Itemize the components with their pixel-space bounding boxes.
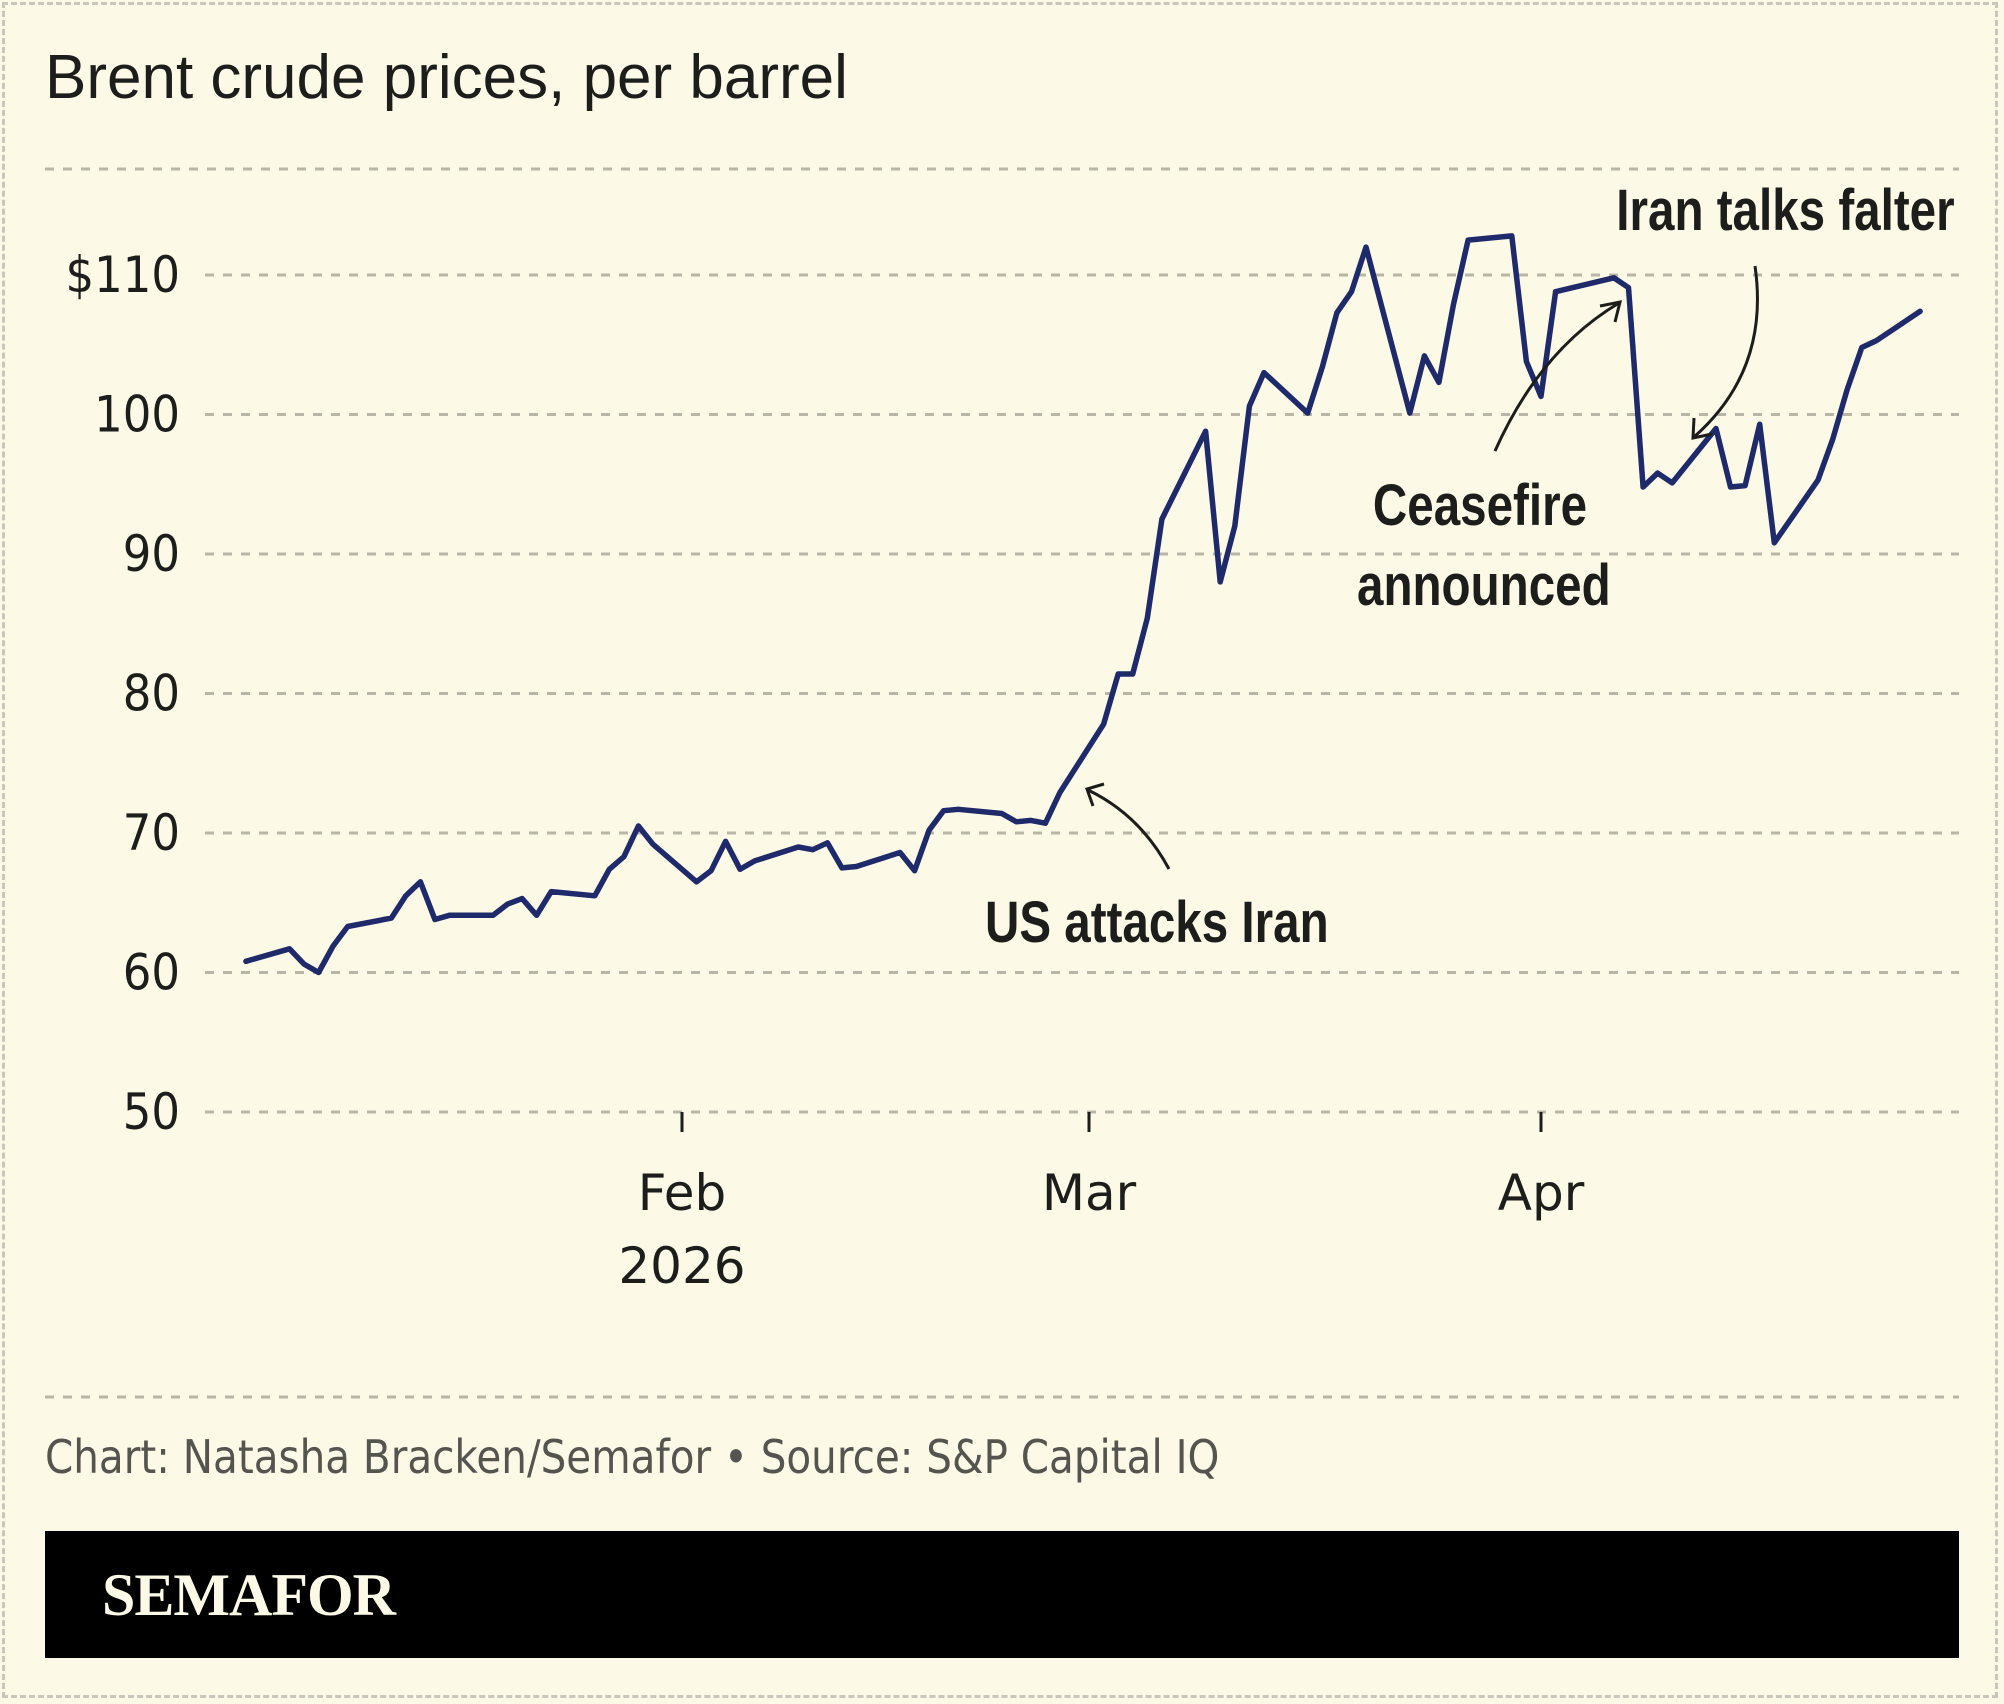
arrowhead-us-attacks bbox=[1085, 782, 1105, 807]
annotation-ceasefire: Ceasefire announced bbox=[1357, 466, 1611, 626]
source-credit: Chart: Natasha Bracken/Semafor • Source:… bbox=[45, 1430, 1220, 1484]
y-tick-label: 50 bbox=[123, 1084, 180, 1142]
chart-title: Brent crude prices, per barrel bbox=[45, 43, 848, 112]
arrow-us-attacks bbox=[1087, 788, 1171, 870]
y-tick-label: 90 bbox=[123, 526, 180, 584]
annotation-ceasefire-line1: Ceasefire bbox=[1372, 473, 1588, 538]
y-tick-label: $110 bbox=[66, 247, 180, 305]
x-tick-year-label: 2026 bbox=[618, 1237, 745, 1295]
y-tick-label: 80 bbox=[123, 665, 180, 723]
y-tick-label: 70 bbox=[123, 805, 180, 863]
annotation-ceasefire-line2: announced bbox=[1357, 553, 1611, 618]
arrowhead-talks-falter bbox=[1691, 417, 1713, 440]
arrowhead-ceasefire bbox=[1599, 300, 1623, 323]
x-tick-label: Feb bbox=[638, 1164, 727, 1222]
x-tick-label: Mar bbox=[1042, 1164, 1137, 1222]
x-tick-label: Apr bbox=[1498, 1164, 1585, 1222]
annotation-talks-falter: Iran talks falter bbox=[1616, 178, 1955, 243]
y-tick-label: 60 bbox=[123, 944, 180, 1002]
price-line bbox=[243, 233, 1923, 976]
annotation-us-attacks: US attacks Iran bbox=[985, 890, 1329, 955]
semafor-logo: SEMAFOR bbox=[102, 1562, 396, 1628]
y-tick-label: 100 bbox=[94, 386, 180, 444]
brand-bar: SEMAFOR bbox=[45, 1531, 1959, 1658]
arrow-ceasefire bbox=[1493, 301, 1620, 452]
arrow-talks-falter bbox=[1693, 265, 1759, 439]
